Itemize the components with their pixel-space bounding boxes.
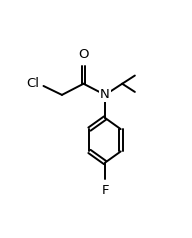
Text: N: N (100, 88, 110, 101)
Text: O: O (78, 48, 89, 61)
Text: Cl: Cl (26, 77, 39, 90)
Text: F: F (101, 184, 109, 197)
